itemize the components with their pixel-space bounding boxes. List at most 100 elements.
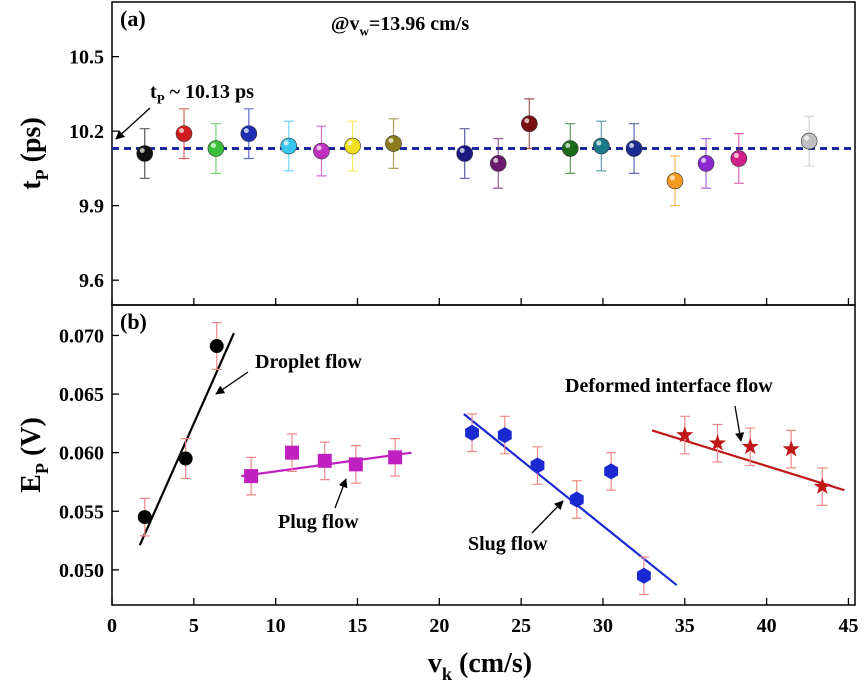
y-axis-label-tail: (ps) [16, 117, 47, 169]
point [697, 155, 715, 172]
y-tick-label: 10.2 [69, 121, 104, 143]
x-axis-label-tail: (cm/s) [452, 648, 532, 679]
point-highlight [243, 128, 249, 134]
point [636, 567, 651, 584]
series-label: Slug flow [468, 533, 548, 555]
point-highlight [596, 140, 602, 146]
point-highlight [733, 152, 739, 158]
point [456, 145, 473, 162]
point-highlight [388, 138, 394, 144]
series-label: Deformed interface flow [565, 375, 773, 397]
point [175, 125, 193, 142]
point [344, 137, 361, 155]
point-highlight [524, 118, 530, 124]
x-tick-label: 5 [189, 615, 199, 637]
point [561, 140, 579, 157]
panel-label: (b) [120, 309, 147, 334]
x-axis-label: vk (cm/s) [428, 648, 532, 684]
point [385, 135, 402, 152]
series-label: Droplet flow [255, 351, 362, 373]
point [313, 142, 330, 160]
reference-label-tail: ~ 10.13 ps [165, 81, 255, 103]
point [666, 172, 684, 190]
fit-line [651, 429, 845, 492]
point [244, 469, 259, 484]
point [569, 491, 584, 508]
point-highlight [629, 143, 635, 149]
y-tick-label: 0.055 [59, 501, 104, 523]
point [136, 145, 154, 162]
point [209, 339, 224, 354]
x-tick-label: 40 [757, 615, 777, 637]
arrow [215, 371, 249, 395]
point [240, 125, 258, 142]
x-tick-label: 10 [266, 615, 286, 637]
point-highlight [347, 140, 353, 146]
x-tick-label: 20 [429, 615, 449, 637]
point [676, 426, 694, 443]
point-highlight [283, 140, 289, 146]
x-tick-label: 25 [511, 615, 531, 637]
point-highlight [210, 143, 216, 149]
point [604, 463, 619, 480]
reference-label-base: t [150, 81, 157, 103]
y-tick-label: 9.9 [79, 196, 104, 218]
arrow [115, 107, 151, 140]
point-highlight [139, 148, 145, 153]
point-highlight [179, 128, 185, 134]
point [285, 445, 300, 460]
y-axis-label: tP (ps) [16, 117, 52, 190]
point-highlight [565, 143, 571, 149]
point [708, 434, 727, 451]
point [730, 150, 748, 167]
point-highlight [316, 145, 322, 151]
y-axis-label-base: E [16, 474, 47, 493]
panel-label: (a) [120, 6, 146, 31]
point [813, 477, 831, 494]
point [782, 440, 800, 457]
y-tick-label: 10.5 [69, 47, 104, 69]
y-axis-label-sub: P [32, 463, 52, 474]
point-highlight [493, 157, 499, 163]
y-tick-label: 0.050 [59, 560, 104, 582]
reference-label: tP ~ 10.13 ps [150, 81, 254, 107]
x-tick-label: 30 [593, 615, 613, 637]
point [280, 137, 298, 155]
point [465, 424, 479, 441]
point [317, 453, 332, 468]
annotation: @vw=13.96 cm/s [331, 13, 469, 39]
x-tick-label: 45 [838, 615, 858, 637]
point [388, 450, 403, 465]
point-highlight [701, 157, 707, 163]
y-axis-label: EP (V) [16, 417, 52, 493]
point-highlight [459, 148, 465, 153]
point [593, 137, 610, 155]
arrow [334, 478, 348, 509]
y-tick-label: 0.060 [59, 443, 104, 465]
point [489, 155, 507, 172]
y-tick-label: 9.6 [79, 270, 104, 292]
y-axis-label-tail: (V) [16, 417, 47, 463]
annotation-base: @v [331, 13, 360, 35]
point [178, 451, 193, 466]
y-axis-label-base: t [16, 180, 47, 190]
point [800, 132, 818, 150]
point [521, 115, 538, 132]
x-axis-label-sub: k [442, 664, 453, 684]
point [348, 457, 363, 472]
point [137, 510, 152, 525]
arrow [734, 405, 745, 442]
x-tick-label: 15 [347, 615, 367, 637]
x-tick-label: 35 [675, 615, 695, 637]
point-highlight [804, 135, 810, 141]
annotation-sub: w [359, 24, 369, 39]
point-highlight [669, 175, 675, 181]
arrow [531, 500, 564, 534]
y-tick-label: 0.070 [59, 325, 104, 347]
point [207, 140, 225, 157]
plot-frame [111, 304, 856, 606]
y-tick-label: 0.065 [59, 384, 104, 406]
y-axis-label-sub: P [32, 169, 52, 180]
annotation-tail: =13.96 cm/s [369, 13, 469, 35]
